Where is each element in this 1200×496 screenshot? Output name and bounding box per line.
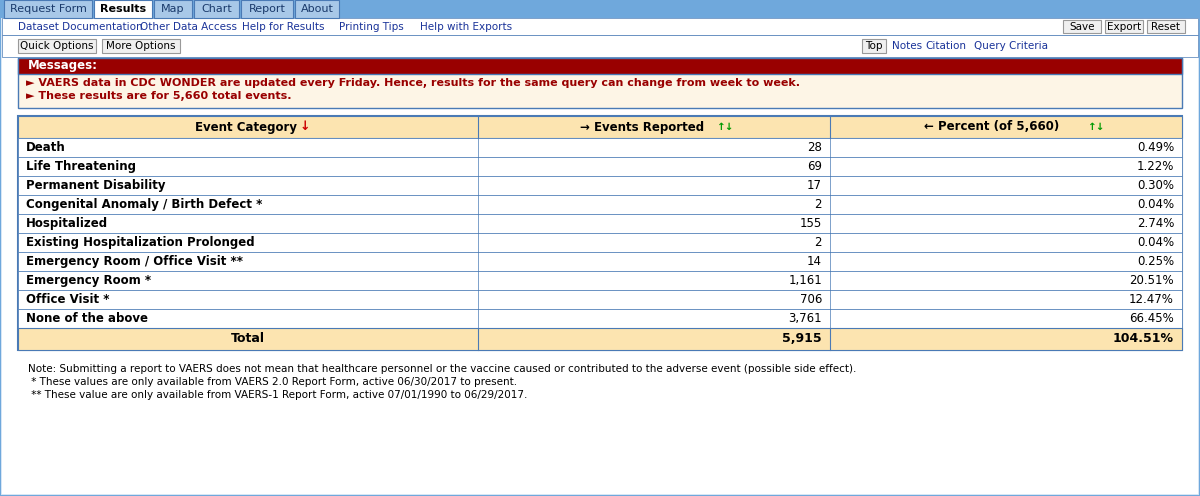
Text: Request Form: Request Form <box>10 4 86 14</box>
Text: Messages:: Messages: <box>28 60 98 72</box>
Text: None of the above: None of the above <box>26 312 148 325</box>
Bar <box>18 39 96 53</box>
Text: Life Threatening: Life Threatening <box>26 160 136 173</box>
Bar <box>18 328 1182 350</box>
Text: 0.49%: 0.49% <box>1136 141 1174 154</box>
Text: 66.45%: 66.45% <box>1129 312 1174 325</box>
Text: Map: Map <box>161 4 185 14</box>
Text: 20.51%: 20.51% <box>1129 274 1174 287</box>
Text: Save: Save <box>1069 21 1094 32</box>
Text: 69: 69 <box>808 160 822 173</box>
Bar <box>18 309 1182 328</box>
Bar <box>1063 20 1102 33</box>
Text: Chart: Chart <box>202 4 232 14</box>
Text: Office Visit *: Office Visit * <box>26 293 109 306</box>
Text: Dataset Documentation: Dataset Documentation <box>18 21 143 32</box>
Text: Permanent Disability: Permanent Disability <box>26 179 166 192</box>
Text: Notes: Notes <box>892 41 922 51</box>
Text: Export: Export <box>1106 21 1141 32</box>
Text: ► VAERS data in CDC WONDER are updated every Friday. Hence, results for the same: ► VAERS data in CDC WONDER are updated e… <box>26 78 800 88</box>
Text: ↓: ↓ <box>300 121 311 133</box>
Bar <box>18 176 1182 195</box>
Text: ↑↓: ↑↓ <box>1088 122 1105 132</box>
Bar <box>241 0 293 18</box>
Text: * These values are only available from VAERS 2.0 Report Form, active 06/30/2017 : * These values are only available from V… <box>28 377 517 387</box>
Text: Citation: Citation <box>925 41 966 51</box>
Text: ► These results are for 5,660 total events.: ► These results are for 5,660 total even… <box>26 91 292 101</box>
Text: Other Data Access: Other Data Access <box>140 21 238 32</box>
Bar <box>18 214 1182 233</box>
Text: Event Category: Event Category <box>194 121 301 133</box>
Text: 706: 706 <box>799 293 822 306</box>
Text: 155: 155 <box>799 217 822 230</box>
Text: Quick Options: Quick Options <box>20 41 94 51</box>
Bar <box>18 58 1182 108</box>
Bar <box>18 116 1182 138</box>
Bar <box>0 0 1200 18</box>
Text: 1,161: 1,161 <box>788 274 822 287</box>
Bar <box>2 18 1198 35</box>
Bar <box>18 290 1182 309</box>
Bar <box>18 271 1182 290</box>
Bar <box>18 116 1182 350</box>
Text: ↑↓: ↑↓ <box>718 122 734 132</box>
Text: 104.51%: 104.51% <box>1114 332 1174 346</box>
Text: About: About <box>300 4 334 14</box>
Text: Existing Hospitalization Prolonged: Existing Hospitalization Prolonged <box>26 236 254 249</box>
Bar <box>102 39 180 53</box>
Text: 2: 2 <box>815 198 822 211</box>
Bar <box>18 252 1182 271</box>
Bar <box>1105 20 1142 33</box>
Text: Emergency Room / Office Visit **: Emergency Room / Office Visit ** <box>26 255 242 268</box>
Text: 0.30%: 0.30% <box>1138 179 1174 192</box>
Text: → Events Reported: → Events Reported <box>580 121 708 133</box>
Text: Note: Submitting a report to VAERS does not mean that healthcare personnel or th: Note: Submitting a report to VAERS does … <box>28 364 857 374</box>
Bar <box>154 0 192 18</box>
Text: 14: 14 <box>808 255 822 268</box>
Text: 3,761: 3,761 <box>788 312 822 325</box>
Text: ← Percent (of 5,660): ← Percent (of 5,660) <box>924 121 1063 133</box>
Bar <box>18 138 1182 157</box>
Text: Help for Results: Help for Results <box>242 21 324 32</box>
Text: Congenital Anomaly / Birth Defect *: Congenital Anomaly / Birth Defect * <box>26 198 263 211</box>
Text: Emergency Room *: Emergency Room * <box>26 274 151 287</box>
Bar <box>1147 20 1186 33</box>
Bar <box>18 58 1182 74</box>
Text: Reset: Reset <box>1152 21 1181 32</box>
Text: Death: Death <box>26 141 66 154</box>
Text: 28: 28 <box>808 141 822 154</box>
Bar <box>194 0 239 18</box>
Text: 5,915: 5,915 <box>782 332 822 346</box>
Text: 0.04%: 0.04% <box>1136 198 1174 211</box>
Text: Results: Results <box>100 4 146 14</box>
Text: Total: Total <box>230 332 265 346</box>
Bar <box>2 35 1198 57</box>
Text: 0.25%: 0.25% <box>1136 255 1174 268</box>
Bar <box>18 233 1182 252</box>
Bar <box>4 0 92 18</box>
Text: Report: Report <box>248 4 286 14</box>
Bar <box>94 0 152 18</box>
Bar <box>295 0 340 18</box>
Text: Printing Tips: Printing Tips <box>338 21 403 32</box>
Text: Help with Exports: Help with Exports <box>420 21 512 32</box>
Text: Top: Top <box>865 41 883 51</box>
Text: 1.22%: 1.22% <box>1136 160 1174 173</box>
Text: Query Criteria: Query Criteria <box>974 41 1049 51</box>
Text: 0.04%: 0.04% <box>1136 236 1174 249</box>
Bar <box>18 157 1182 176</box>
Text: 2: 2 <box>815 236 822 249</box>
Bar <box>18 195 1182 214</box>
Text: 12.47%: 12.47% <box>1129 293 1174 306</box>
Text: 2.74%: 2.74% <box>1136 217 1174 230</box>
Bar <box>862 39 886 53</box>
Text: 17: 17 <box>808 179 822 192</box>
Text: More Options: More Options <box>107 41 175 51</box>
Text: Hospitalized: Hospitalized <box>26 217 108 230</box>
Text: ** These value are only available from VAERS-1 Report Form, active 07/01/1990 to: ** These value are only available from V… <box>28 390 527 400</box>
